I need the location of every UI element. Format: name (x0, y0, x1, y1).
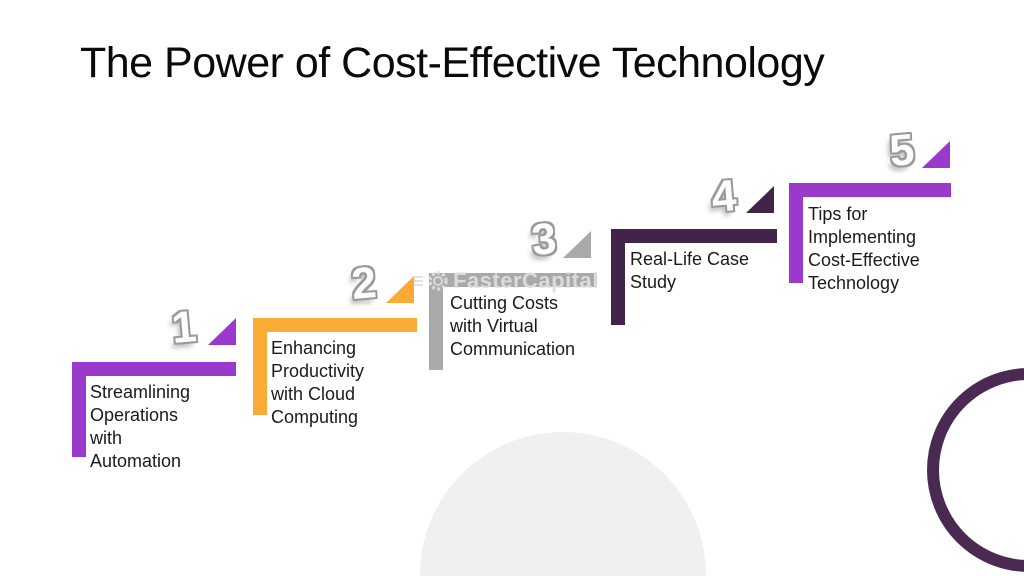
step-2-triangle-icon (386, 276, 414, 303)
step-5-bracket (789, 183, 951, 283)
slide-title: The Power of Cost-Effective Technology (80, 38, 825, 87)
watermark-lines-icon (414, 276, 423, 286)
background-circle (420, 432, 706, 576)
step-2-bracket (253, 318, 417, 415)
step-1-label: Streamlining Operations with Automation (90, 382, 191, 471)
step-2-label: Enhancing Productivity with Cloud Comput… (271, 338, 365, 427)
step-3-number: 3 (529, 214, 559, 265)
step-4-bracket (611, 229, 777, 325)
step-5-number: 5 (887, 125, 917, 176)
step-4-triangle-icon (746, 186, 774, 213)
step-3-triangle-icon (563, 231, 591, 258)
step-1-number: 1 (169, 302, 199, 353)
step-5-label: Tips for Implementing Cost-Effective Tec… (808, 204, 920, 293)
step-3-bracket (429, 273, 597, 370)
step-5-triangle-icon (922, 141, 950, 168)
step-2-number: 2 (349, 258, 379, 309)
step-3-label: Cutting Costs with Virtual Communication (450, 293, 576, 359)
step-1-triangle-icon (208, 318, 236, 345)
step-1-bracket (72, 362, 236, 457)
step-4-number: 4 (709, 171, 739, 222)
step-4-label: Real-Life Case Study (630, 249, 750, 292)
background-ring-icon (927, 368, 1024, 572)
